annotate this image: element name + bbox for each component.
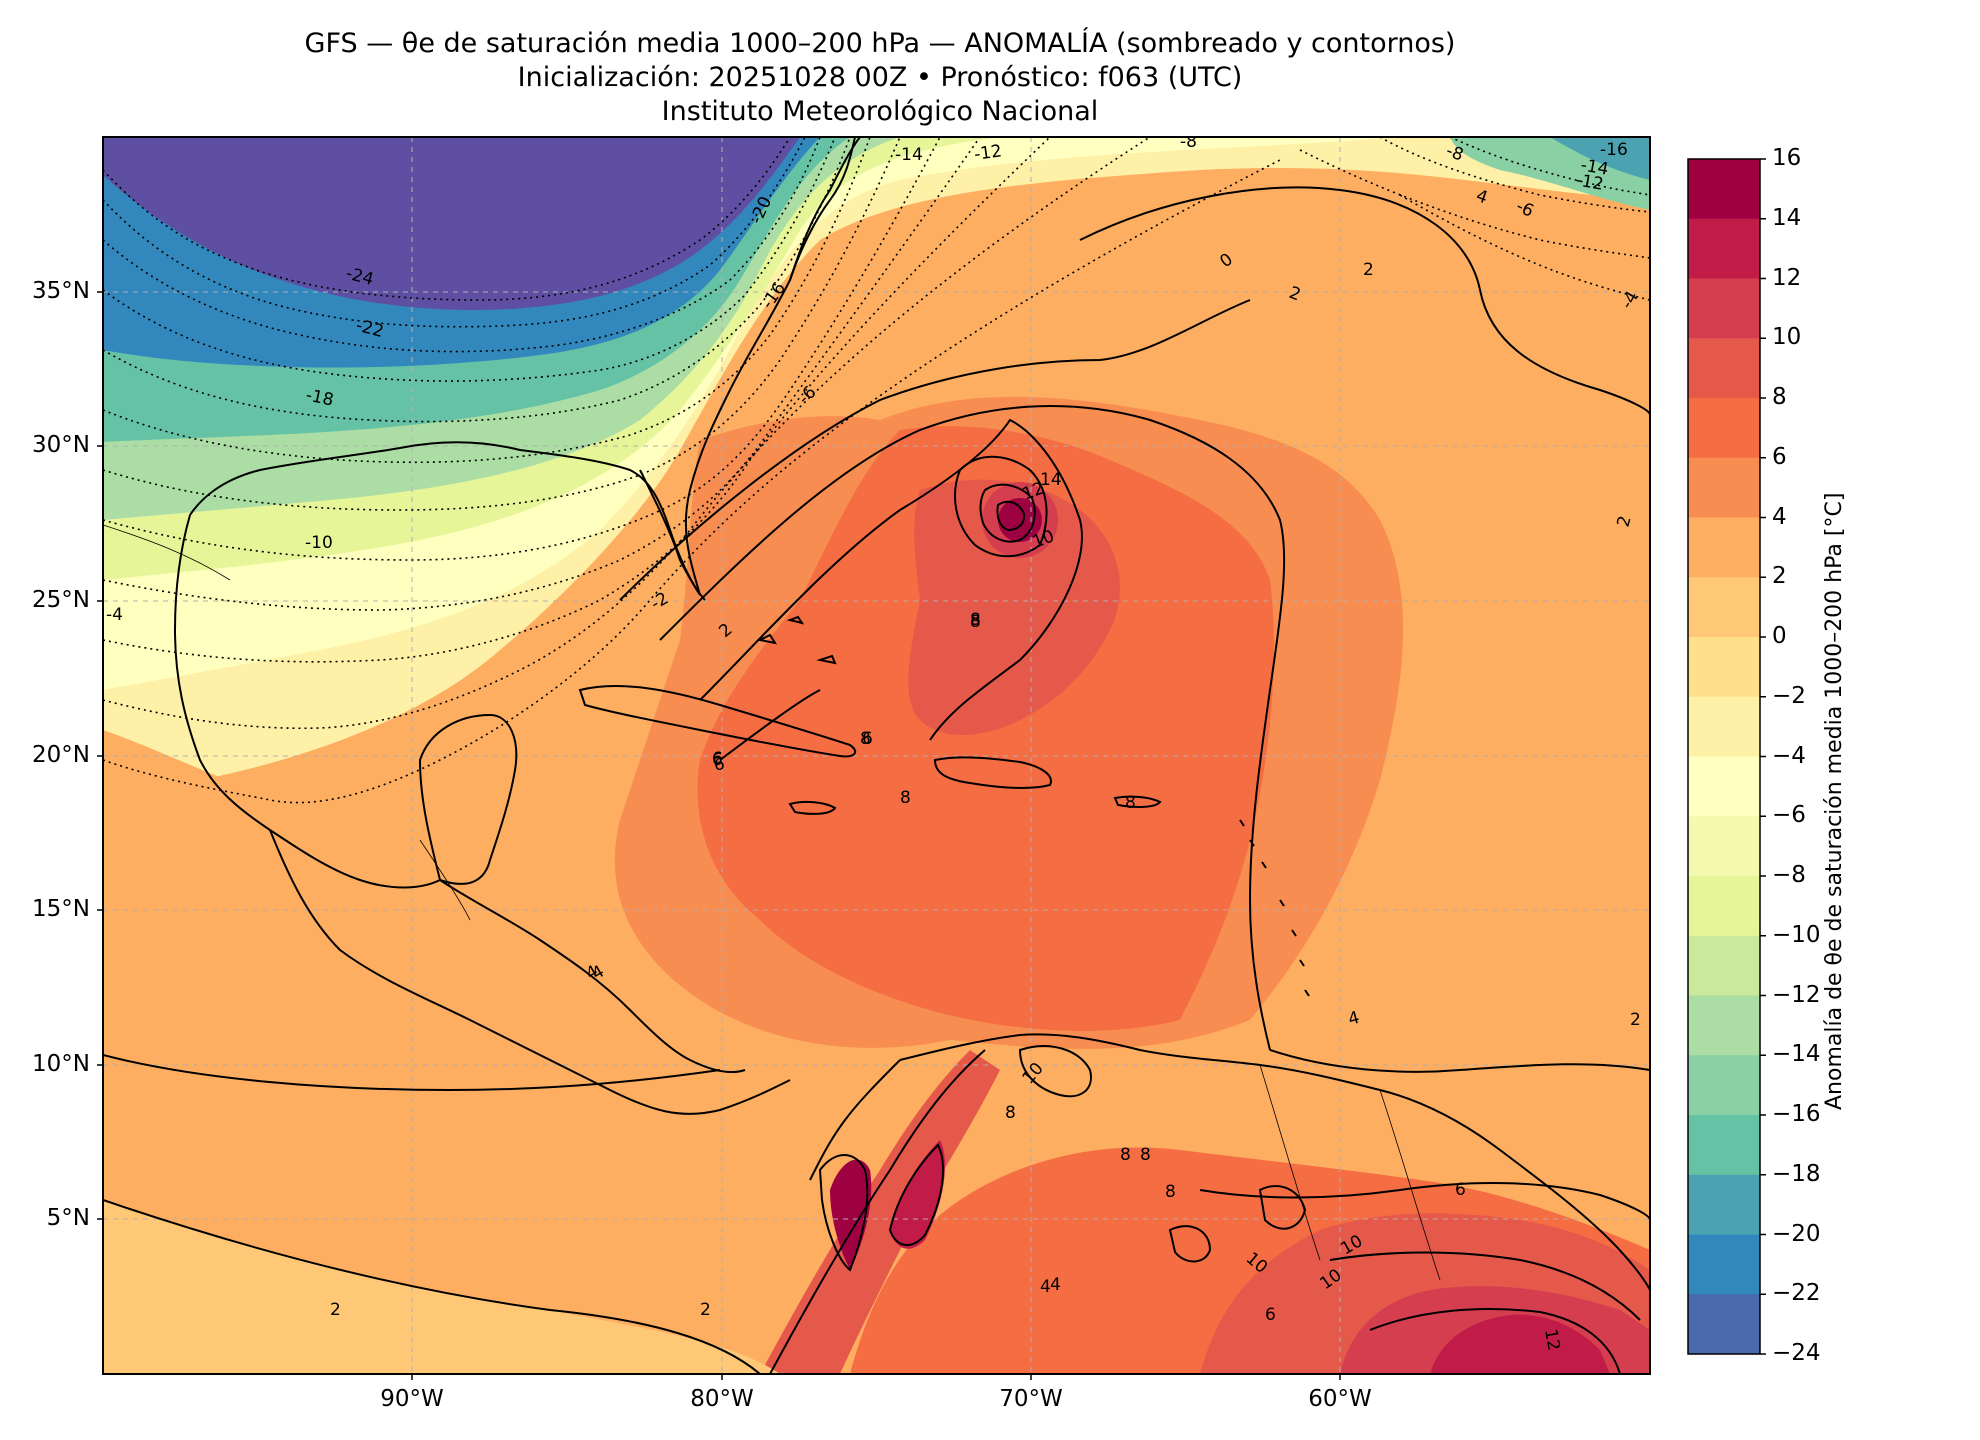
colorbar-bin [1688,338,1760,399]
lat-tick-label: 20°N [32,742,90,768]
colorbar-tick-label: −14 [1772,1041,1821,1068]
lon-tick-label: 70°W [999,1386,1063,1412]
colorbar-tick-label: −12 [1772,981,1821,1008]
lat-tick-label: 25°N [32,587,90,613]
colorbar-bin [1688,756,1760,817]
contour-label: 8 [1125,793,1136,813]
lat-tick-label: 10°N [32,1051,90,1077]
contour-label: 2 [330,1300,341,1320]
colorbar-bin [1688,1234,1760,1295]
lat-tick-label: 35°N [32,278,90,304]
political-borders [103,524,1441,1281]
colorbar-tick-label: −6 [1772,802,1806,829]
colorbar-bin [1688,876,1760,937]
colorbar-tick-label: −4 [1772,742,1806,769]
colorbar-bin [1688,517,1760,578]
contour-label: -6 [1513,196,1537,221]
contour-label: 2 [1363,260,1374,280]
colorbar-tick-label: 16 [1772,145,1802,171]
contour-label: 4 [1050,1275,1061,1295]
contour-label: 6 [1455,1180,1466,1200]
colorbar [1687,158,1766,1355]
lat-tick-label: 5°N [46,1205,90,1231]
contour-label: 4 [1040,1277,1051,1297]
colorbar-tick-label: −8 [1772,862,1806,888]
colorbar-bin [1688,816,1760,877]
colorbar-bin [1688,935,1760,996]
colorbar-bin [1688,696,1760,757]
colorbar-tick-label: −16 [1772,1101,1821,1127]
contour-label: -4 [106,605,123,625]
colorbar-tick-label: −10 [1772,921,1821,948]
shaded-anomaly-field: -24 -22 -20 -18 -16 -14 -12 -10 -8 -6 -4… [103,132,1650,1374]
contour-label: -16 [1600,140,1628,160]
colorbar-tick-label: −22 [1772,1280,1821,1307]
contour-label: 8 [1165,1182,1176,1202]
contour-label: 8 [970,612,981,632]
colorbar-tick-label: −2 [1772,682,1806,709]
contour-label: 2 [1630,1010,1641,1030]
contour-label: 2 [700,1300,711,1320]
contour-label: -12 [973,141,1003,165]
contour-label: -8 [1180,132,1197,152]
contour-label: 12 [1540,1327,1563,1352]
colorbar-tick-label: 6 [1772,443,1787,470]
contour-label: 6 [862,729,873,749]
colorbar-bin [1688,218,1760,279]
contour-label: 8 [1140,1145,1151,1165]
lat-tick-label: 15°N [32,896,90,922]
colorbar-bin [1688,637,1760,698]
colorbar-bin [1688,1174,1760,1235]
colorbar-tick-label: −24 [1772,1340,1821,1366]
colorbar-bin [1688,278,1760,339]
coastlines [173,137,1650,1291]
contour-label: 8 [1120,1145,1131,1165]
colorbar-bin [1688,398,1760,459]
colorbar-bin [1688,995,1760,1056]
lat-tick-label: 30°N [32,432,90,458]
positive-contours [103,186,1650,1374]
colorbar-tick-label: 0 [1772,623,1787,649]
colorbar-tick-label: −18 [1772,1160,1821,1187]
colorbar-bin [1688,1294,1760,1355]
colorbar-bin [1688,1055,1760,1116]
contour-label: 8 [860,729,871,749]
colorbar-title: Anomalía de θe de saturación media 1000–… [1822,492,1847,1110]
contour-label: 6 [712,750,723,770]
lon-tick-label: 60°W [1308,1386,1372,1412]
axis-ticks [97,291,1341,1380]
contour-label: 2 [1614,514,1636,530]
lon-tick-label: 90°W [380,1386,444,1412]
lon-tick-label: 80°W [690,1386,754,1412]
colorbar-bin [1688,577,1760,638]
colorbar-tick-label: 4 [1772,503,1787,530]
figure-title-line-3: Instituto Meteorológico Nacional [661,96,1099,127]
colorbar-tick-label: 2 [1772,563,1787,590]
figure-title-line-2: Inicialización: 20251028 00Z • Pronóstic… [517,62,1243,93]
contour-label: 6 [712,749,723,769]
figure-title-line-1: GFS — θe de saturación media 1000–200 hP… [304,28,1456,59]
colorbar-tick-label: 8 [1772,384,1787,410]
contour-label: 8 [900,788,911,808]
colorbar-bin [1688,1115,1760,1176]
colorbar-tick-label: 12 [1772,264,1802,291]
contour-label: 8 [970,610,981,630]
contour-label: 6 [714,755,725,775]
graticule [103,137,1650,1374]
contour-label: -14 [1579,155,1610,180]
contour-label: 8 [1005,1103,1016,1123]
contour-label: 14 [1040,470,1062,490]
contour-label: 6 [1265,1305,1276,1325]
colorbar-bin [1688,457,1760,518]
contour-label: -12 [1574,170,1605,195]
contour-label: -10 [305,533,333,553]
colorbar-tick-label: 10 [1772,324,1802,351]
colorbar-tick-label: −20 [1772,1220,1821,1247]
contour-label: 4 [1346,1008,1362,1030]
colorbar-tick-label: 14 [1772,204,1802,231]
contour-label: -14 [895,145,923,165]
contour-label: -8 [1443,141,1466,166]
colorbar-bin [1688,159,1760,220]
